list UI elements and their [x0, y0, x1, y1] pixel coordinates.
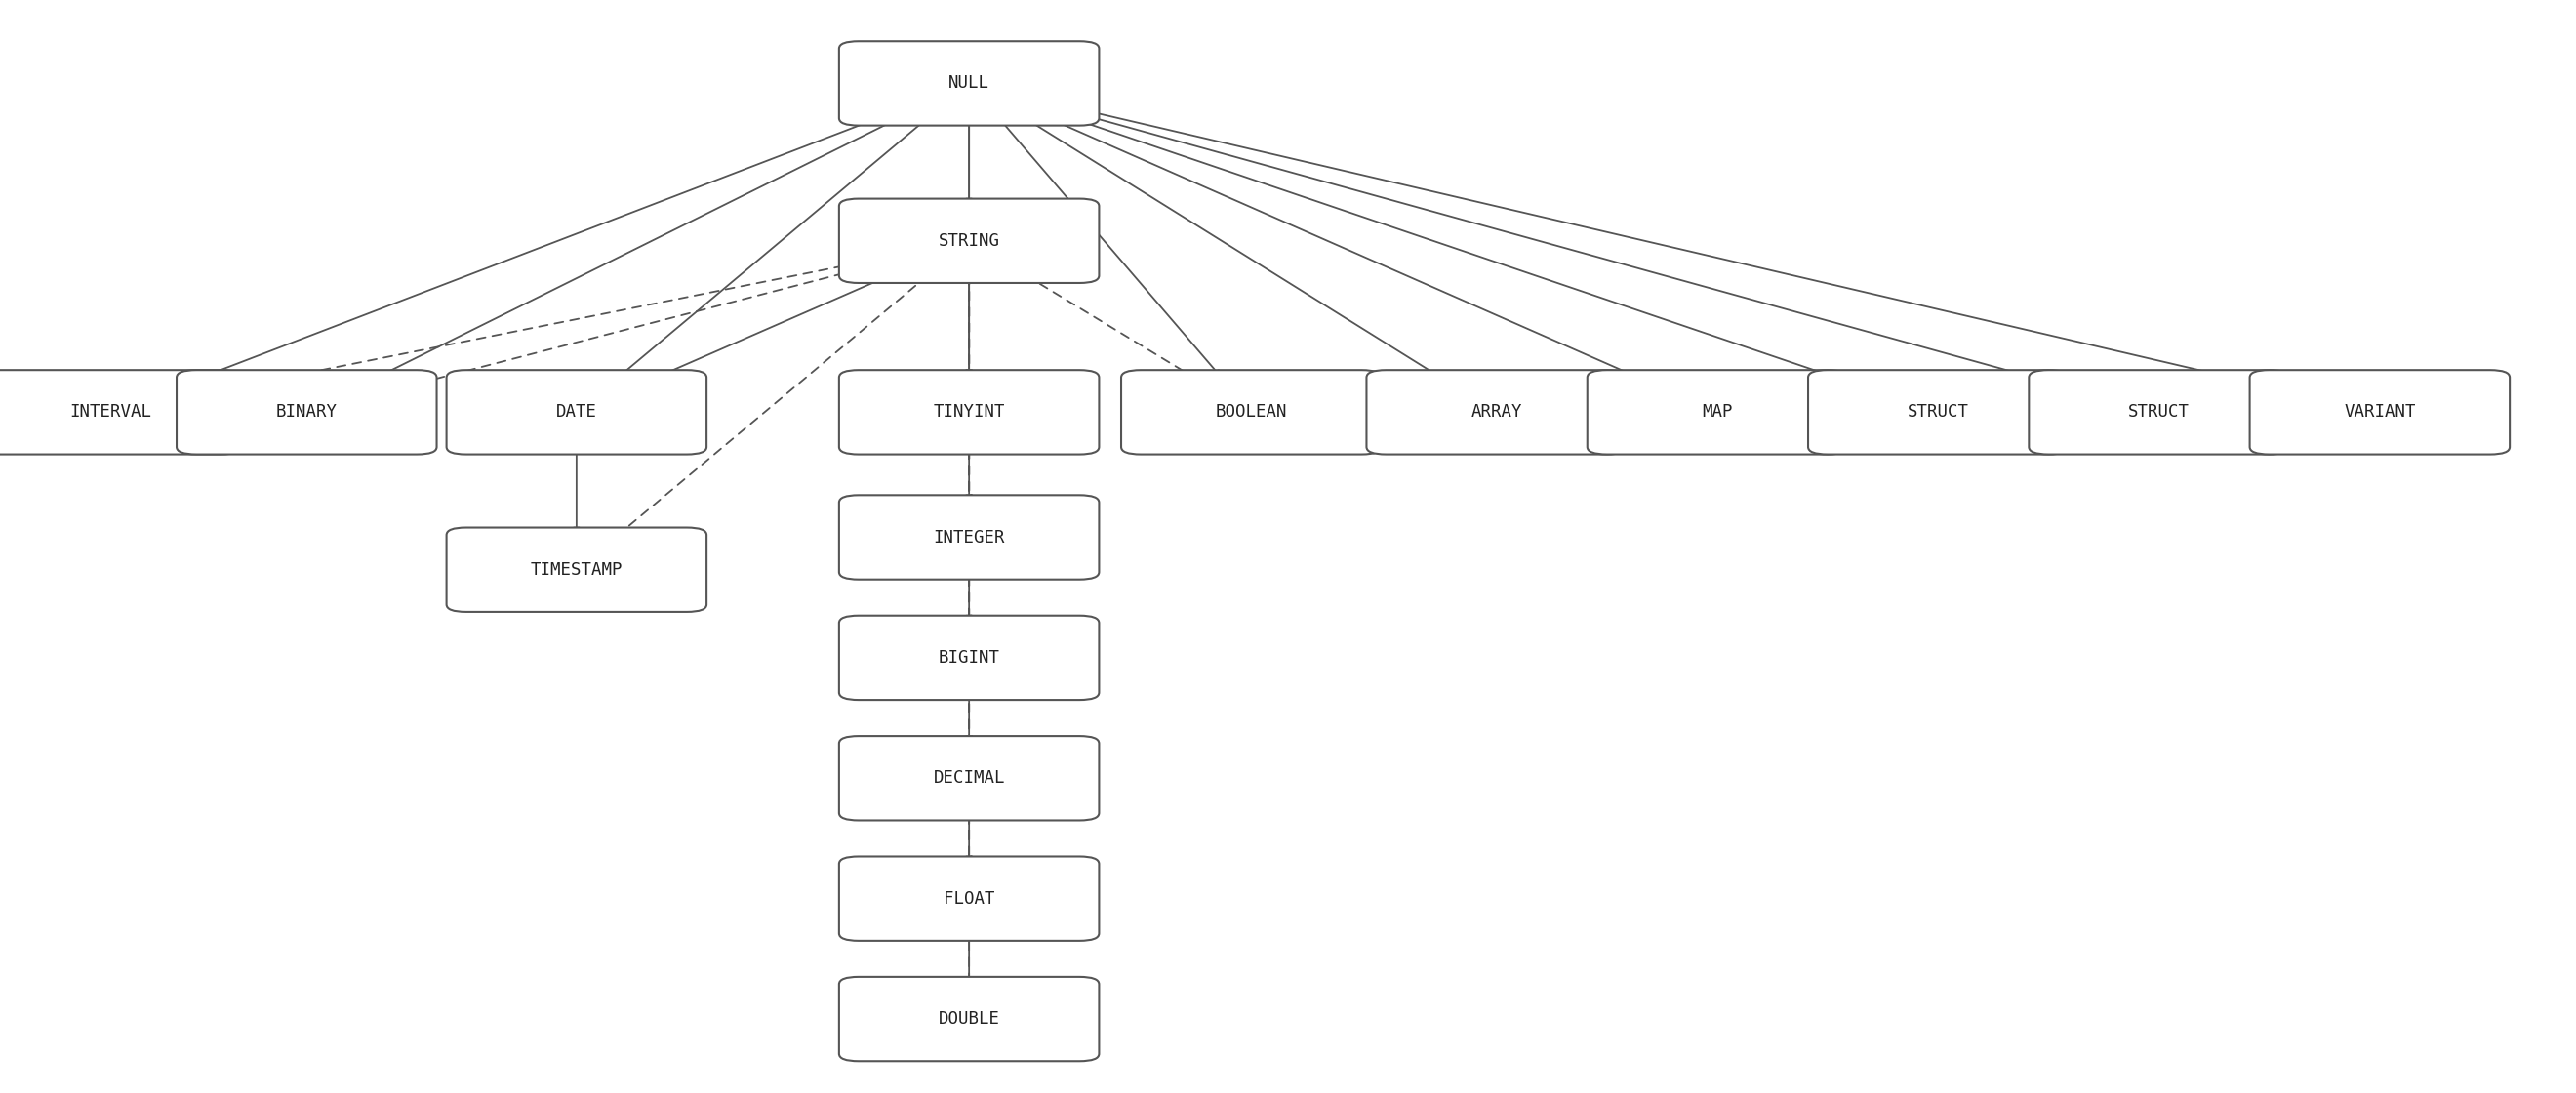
- Text: INTEGER: INTEGER: [933, 528, 1005, 546]
- FancyBboxPatch shape: [2249, 371, 2509, 455]
- Text: DECIMAL: DECIMAL: [933, 769, 1005, 787]
- FancyBboxPatch shape: [1365, 371, 1625, 455]
- Text: NULL: NULL: [948, 74, 989, 92]
- FancyBboxPatch shape: [840, 977, 1100, 1061]
- FancyBboxPatch shape: [840, 42, 1100, 126]
- Text: VARIANT: VARIANT: [2344, 403, 2416, 421]
- FancyBboxPatch shape: [840, 199, 1100, 283]
- Text: BOOLEAN: BOOLEAN: [1216, 403, 1288, 421]
- Text: BINARY: BINARY: [276, 403, 337, 421]
- FancyBboxPatch shape: [446, 528, 706, 612]
- FancyBboxPatch shape: [840, 371, 1100, 455]
- FancyBboxPatch shape: [1121, 371, 1381, 455]
- FancyBboxPatch shape: [1808, 371, 2069, 455]
- FancyBboxPatch shape: [840, 495, 1100, 579]
- FancyBboxPatch shape: [0, 371, 240, 455]
- Text: TINYINT: TINYINT: [933, 403, 1005, 421]
- FancyBboxPatch shape: [446, 371, 706, 455]
- Text: ARRAY: ARRAY: [1471, 403, 1522, 421]
- Text: TIMESTAMP: TIMESTAMP: [531, 561, 623, 578]
- Text: BIGINT: BIGINT: [938, 649, 999, 667]
- FancyBboxPatch shape: [1587, 371, 1847, 455]
- Text: STRUCT: STRUCT: [1906, 403, 1968, 421]
- FancyBboxPatch shape: [840, 615, 1100, 700]
- FancyBboxPatch shape: [840, 856, 1100, 941]
- Text: MAP: MAP: [1703, 403, 1734, 421]
- Text: FLOAT: FLOAT: [943, 890, 994, 907]
- FancyBboxPatch shape: [178, 371, 438, 455]
- Text: STRING: STRING: [938, 232, 999, 249]
- Text: STRUCT: STRUCT: [2128, 403, 2190, 421]
- Text: DATE: DATE: [556, 403, 598, 421]
- FancyBboxPatch shape: [2030, 371, 2290, 455]
- FancyBboxPatch shape: [840, 736, 1100, 820]
- Text: DOUBLE: DOUBLE: [938, 1010, 999, 1027]
- Text: INTERVAL: INTERVAL: [70, 403, 152, 421]
